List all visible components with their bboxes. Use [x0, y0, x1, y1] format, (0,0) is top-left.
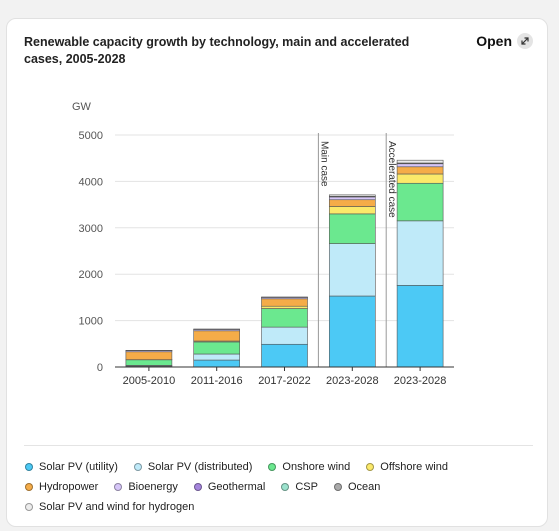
bar-segment[interactable]: [396, 163, 444, 168]
legend-swatch: [366, 463, 375, 471]
legend-label: Onshore wind: [282, 461, 351, 473]
open-button[interactable]: Open: [476, 33, 533, 49]
bar-segment[interactable]: [328, 194, 376, 197]
legend-item[interactable]: Onshore wind: [268, 461, 350, 473]
legend-row: Solar PV and wind for hydrogen: [25, 497, 535, 517]
x-tick-label: 2023-2028: [326, 375, 379, 387]
legend-swatch: [281, 483, 290, 491]
legend: Solar PV (utility) Solar PV (distributed)…: [25, 457, 535, 517]
bar-segment[interactable]: [193, 341, 240, 355]
bars: [125, 159, 444, 368]
bar-segment[interactable]: [125, 351, 173, 360]
bar-stack: [193, 328, 240, 368]
bar-segment[interactable]: [396, 173, 444, 184]
legend-row: Hydropower Bioenergy Geothermal CSP Ocean: [25, 477, 535, 497]
legend-label: Solar PV and wind for hydrogen: [39, 501, 195, 513]
annotations: Main case Accelerated case: [317, 133, 397, 367]
legend-swatch: [114, 483, 123, 491]
x-tick-label: 2005-2010: [123, 375, 176, 387]
legend-label: Solar PV (distributed): [147, 461, 253, 473]
y-tick-label: 1000: [79, 316, 103, 328]
annotation-label: Main case: [318, 141, 329, 187]
y-tick-label: 3000: [79, 223, 103, 235]
legend-item[interactable]: Geothermal: [193, 481, 266, 493]
bar-segment[interactable]: [396, 166, 444, 175]
legend-divider: [24, 445, 533, 446]
x-tick-label: 2017-2022: [258, 375, 311, 387]
axes: 2005-2010 2011-2016 2017-2022 2023-2028 2023…: [115, 366, 454, 387]
legend-item[interactable]: CSP: [281, 481, 318, 493]
bar-segment[interactable]: [328, 196, 376, 201]
legend-item[interactable]: Solar PV and wind for hydrogen: [25, 501, 194, 513]
legend-label: Bioenergy: [128, 481, 178, 493]
legend-label: Ocean: [347, 481, 381, 493]
legend-label: Geothermal: [207, 481, 266, 493]
legend-item[interactable]: Ocean: [333, 481, 381, 493]
chart-card: Renewable capacity growth by technology,…: [6, 18, 548, 527]
annotation-label: Accelerated case: [386, 141, 397, 218]
bar-segment[interactable]: [261, 305, 308, 309]
legend-item[interactable]: Solar PV (distributed): [133, 461, 253, 473]
bar-segment[interactable]: [396, 220, 444, 286]
y-tick-label: 2000: [79, 269, 103, 281]
legend-item[interactable]: Hydropower: [25, 481, 98, 493]
y-tick-label: 5000: [79, 130, 103, 142]
expand-arrow-icon: [517, 33, 533, 49]
open-button-label: Open: [476, 33, 512, 49]
legend-row: Solar PV (utility) Solar PV (distributed)…: [25, 457, 535, 477]
legend-item[interactable]: Bioenergy: [114, 481, 178, 493]
bar-stack: [261, 296, 308, 368]
bar-segment[interactable]: [396, 285, 444, 368]
legend-label: Hydropower: [39, 481, 99, 493]
legend-swatch: [193, 483, 202, 491]
bar-segment[interactable]: [328, 213, 376, 244]
x-tick-label: 2023-2028: [394, 375, 447, 387]
bar-segment[interactable]: [125, 359, 173, 366]
legend-swatch: [133, 463, 142, 471]
y-unit-label: GW: [72, 101, 92, 113]
bar-stack: [125, 350, 173, 368]
legend-swatch: [333, 483, 342, 491]
bar-segment[interactable]: [261, 326, 308, 345]
chart-title: Renewable capacity growth by technology,…: [24, 35, 410, 66]
bar-segment[interactable]: [261, 308, 308, 328]
bar-segment[interactable]: [328, 295, 376, 368]
legend-label: Offshore wind: [380, 461, 448, 473]
bar-segment[interactable]: [193, 353, 240, 361]
bar-segment[interactable]: [193, 330, 240, 342]
bar-segment[interactable]: [396, 159, 444, 164]
legend-label: Solar PV (utility): [39, 461, 118, 473]
bar-stack: [396, 159, 444, 368]
bar-stack: [328, 194, 376, 368]
bar-segment[interactable]: [396, 182, 444, 222]
bar-segment[interactable]: [328, 243, 376, 297]
bar-segment[interactable]: [261, 298, 308, 307]
x-tick-label: 2011-2016: [191, 375, 243, 387]
legend-label: CSP: [295, 481, 318, 493]
legend-swatch: [25, 483, 33, 491]
bar-segment[interactable]: [193, 359, 240, 368]
legend-item[interactable]: Offshore wind: [366, 461, 448, 473]
legend-swatch: [268, 463, 277, 471]
bar-segment[interactable]: [328, 199, 376, 207]
chart-area: GW 0 1000 2000 3000 4000 5000 Main case Accele…: [72, 101, 454, 387]
legend-swatch: [25, 503, 33, 511]
legend-swatch: [25, 463, 33, 471]
y-tick-label: 0: [97, 362, 103, 374]
bar-segment[interactable]: [261, 343, 308, 368]
legend-item[interactable]: Solar PV (utility): [25, 461, 118, 473]
bar-segment[interactable]: [328, 206, 376, 215]
y-tick-label: 4000: [79, 176, 103, 188]
